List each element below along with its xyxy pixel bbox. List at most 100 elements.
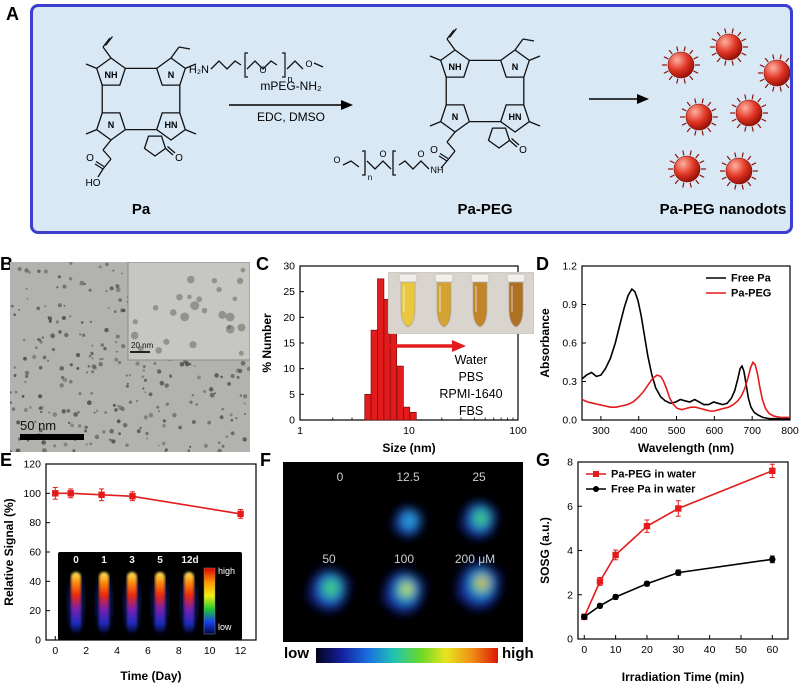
- svg-text:120: 120: [23, 459, 41, 471]
- svg-text:6: 6: [145, 645, 151, 657]
- reagent-edc-label: EDC, DMSO: [256, 110, 326, 124]
- svg-text:% Number: % Number: [260, 313, 274, 373]
- svg-text:30: 30: [283, 261, 295, 273]
- media-label-list: Water PBS RPMI-1640 FBS: [415, 352, 527, 420]
- svg-text:NH: NH: [449, 62, 462, 72]
- svg-text:Free Pa in water: Free Pa in water: [611, 484, 696, 496]
- svg-text:4: 4: [114, 645, 120, 657]
- svg-text:O: O: [305, 59, 312, 69]
- svg-text:10: 10: [204, 645, 216, 657]
- panel-f-label: F: [260, 450, 271, 470]
- svg-text:8: 8: [567, 457, 573, 469]
- panel-d-label: D: [536, 254, 549, 274]
- svg-text:n: n: [287, 74, 292, 84]
- svg-text:15: 15: [283, 338, 295, 350]
- svg-text:25: 25: [283, 286, 295, 298]
- svg-text:O: O: [333, 155, 340, 165]
- svg-text:Pa-PEG: Pa-PEG: [731, 288, 771, 300]
- svg-text:20: 20: [641, 644, 653, 656]
- svg-text:HN: HN: [509, 112, 522, 122]
- inset-day-0: 0: [73, 555, 79, 566]
- tem-image: [10, 262, 250, 452]
- svg-text:Time (Day): Time (Day): [120, 669, 181, 683]
- svg-text:10: 10: [403, 425, 415, 437]
- svg-text:60: 60: [29, 547, 41, 559]
- svg-text:10: 10: [283, 363, 295, 375]
- svg-text:300: 300: [592, 425, 610, 437]
- conc-label-200um: 200 μM: [454, 552, 496, 566]
- inset-colorbar-low: low: [218, 622, 232, 632]
- panel-c-label: C: [256, 254, 269, 274]
- panel-a-label: A: [6, 4, 19, 24]
- panel-g-label: G: [536, 450, 551, 470]
- svg-text:n: n: [368, 173, 372, 182]
- svg-text:0.9: 0.9: [562, 299, 577, 311]
- media-label-fbs: FBS: [458, 404, 484, 418]
- svg-text:20: 20: [29, 605, 41, 617]
- svg-text:1: 1: [297, 425, 303, 437]
- svg-text:1.2: 1.2: [562, 261, 577, 273]
- svg-text:6: 6: [567, 501, 573, 513]
- svg-text:0: 0: [52, 645, 58, 657]
- media-arrow: [390, 340, 466, 352]
- svg-text:100: 100: [23, 488, 41, 500]
- svg-text:50: 50: [735, 644, 747, 656]
- svg-text:700: 700: [743, 425, 761, 437]
- panel-b-label: B: [0, 254, 13, 274]
- svg-text:4: 4: [567, 545, 573, 557]
- inset-day-3: 3: [129, 555, 135, 566]
- svg-text:8: 8: [176, 645, 182, 657]
- tem-inset-scalebar-label: 20 nm: [131, 341, 154, 350]
- svg-text:0.0: 0.0: [562, 415, 577, 427]
- f-colorbar-low-label: low: [284, 645, 309, 662]
- svg-text:0.6: 0.6: [562, 338, 577, 350]
- concentration-fluorescence-panel: 0 12.5 25 50 100 200 μM: [283, 462, 523, 642]
- inset-day-5: 5: [157, 555, 163, 566]
- svg-text:N: N: [108, 120, 115, 130]
- conc-label-0: 0: [336, 470, 344, 484]
- svg-text:0.3: 0.3: [562, 376, 577, 388]
- svg-text:O: O: [430, 145, 438, 156]
- svg-text:O: O: [86, 153, 94, 164]
- nanodots-name: Pa-PEG nanodots: [659, 201, 787, 218]
- f-colorbar-high-label: high: [502, 645, 534, 662]
- media-label-rpmi: RPMI-1640: [439, 387, 503, 401]
- svg-text:N: N: [512, 62, 519, 72]
- svg-text:2: 2: [567, 589, 573, 601]
- svg-text:30: 30: [672, 644, 684, 656]
- fluorescence-blobs: [307, 500, 504, 615]
- svg-text:12: 12: [235, 645, 247, 657]
- svg-text:Relative Signal (%): Relative Signal (%): [2, 498, 16, 605]
- svg-text:Free Pa: Free Pa: [731, 273, 772, 285]
- svg-text:400: 400: [630, 425, 648, 437]
- svg-text:80: 80: [29, 517, 41, 529]
- conc-label-100: 100: [393, 552, 415, 566]
- f-colorbar: [316, 648, 498, 663]
- svg-text:H₂N: H₂N: [189, 64, 209, 76]
- svg-text:40: 40: [29, 576, 41, 588]
- conc-label-25: 25: [472, 470, 486, 484]
- svg-text:Irradiation Time (min): Irradiation Time (min): [622, 670, 744, 684]
- absorbance-chart: 300 400 500 600 700 800 0.0 0.3 0.6 0.9 1.2 Wavelen…: [538, 261, 799, 456]
- svg-text:SOSG (a.u.): SOSG (a.u.): [538, 517, 552, 584]
- conc-label-50: 50: [322, 552, 336, 566]
- svg-text:0: 0: [289, 415, 295, 427]
- svg-text:NH: NH: [431, 165, 444, 175]
- svg-text:5: 5: [289, 389, 295, 401]
- panel-e-label: E: [0, 450, 13, 470]
- svg-text:100: 100: [509, 425, 527, 437]
- svg-text:O: O: [379, 149, 386, 159]
- svg-text:600: 600: [706, 425, 724, 437]
- media-label-water: Water: [454, 353, 488, 367]
- fluorescence-stability-inset: 0 1 3 5 12d high low: [58, 552, 242, 640]
- inset-day-12: 12d: [181, 555, 199, 566]
- media-label-pbs: PBS: [458, 370, 484, 384]
- svg-text:2: 2: [83, 645, 89, 657]
- inset-day-1: 1: [101, 555, 107, 566]
- svg-text:60: 60: [766, 644, 778, 656]
- inset-colorbar-high: high: [218, 566, 236, 576]
- tem-scalebar-label: 50 nm: [20, 418, 57, 433]
- svg-text:0: 0: [567, 634, 573, 646]
